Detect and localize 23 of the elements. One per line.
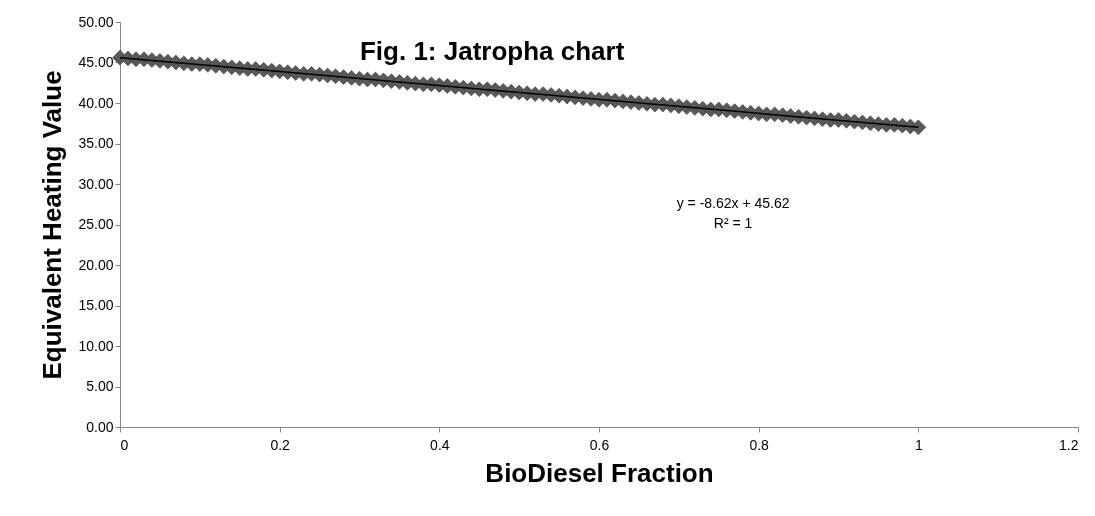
y-tick-label: 35.00 bbox=[78, 135, 114, 151]
y-tick-label: 50.00 bbox=[78, 13, 114, 30]
annotation: y = -8.62x + 45.62 bbox=[676, 195, 790, 212]
y-tick-label: 40.00 bbox=[78, 94, 114, 111]
x-tick-label: 1 bbox=[914, 436, 923, 453]
y-tick-label: 15.00 bbox=[78, 297, 114, 313]
x-tick-label: 0 bbox=[120, 436, 129, 453]
text: Fig. 1: Jatropha chart bbox=[359, 36, 625, 66]
x-tick-label: 0.8 bbox=[749, 436, 770, 453]
y-axis-title: Equivalent Heating Value bbox=[37, 70, 68, 380]
x-tick-label: 0.4 bbox=[430, 436, 450, 453]
x-tick-label: 0.6 bbox=[589, 436, 610, 453]
y-tick-label: 0.00 bbox=[86, 418, 114, 435]
y-tick-label: 20.00 bbox=[78, 256, 114, 273]
x-tick-label: 1.2 bbox=[1059, 436, 1079, 453]
y-tick-label: 10.00 bbox=[78, 337, 114, 354]
y-tick-label: 5.00 bbox=[86, 378, 114, 394]
x-axis-title: BioDiesel Fraction bbox=[485, 457, 714, 488]
x-tick-label: 0.2 bbox=[270, 436, 291, 453]
y-tick-label: 25.00 bbox=[78, 216, 114, 232]
y-tick-label: 45.00 bbox=[78, 54, 114, 70]
y-tick-label: 30.00 bbox=[78, 175, 114, 192]
annotation: R² = 1 bbox=[713, 215, 753, 232]
